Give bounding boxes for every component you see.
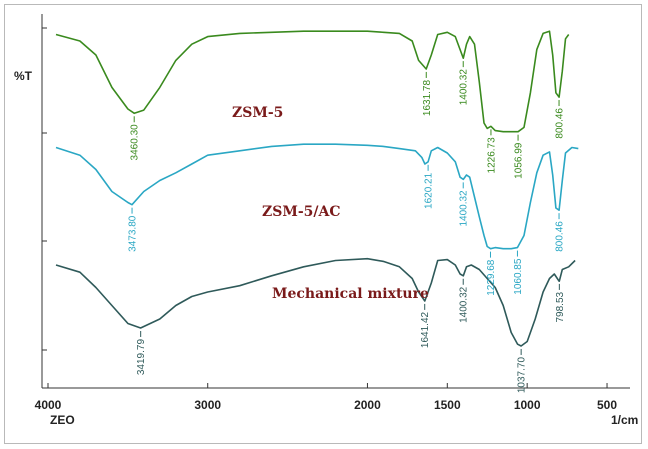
- peak-label: 1037.70: [517, 357, 528, 394]
- chart-frame: [4, 4, 642, 444]
- text-labels: 4000 3000 2000 1500 1000 500 %T ZEO 1/cm ZSM-5 346…: [14, 61, 638, 427]
- peak-label: 1631.78: [422, 80, 433, 117]
- series-line-zsm-5-ac: [55, 143, 579, 250]
- y-axis-label: %T: [14, 69, 33, 83]
- peak-label: 3473.80: [128, 215, 139, 252]
- x-tick-label: 1000: [514, 398, 541, 412]
- peak-label: 1620.21: [424, 172, 435, 209]
- peak-label: 1056.99: [514, 142, 525, 179]
- axes: [41, 14, 630, 389]
- x-axis-unit-label: 1/cm: [611, 413, 638, 427]
- peak-label: 3460.30: [130, 124, 141, 161]
- x-tick-label: 2000: [354, 398, 381, 412]
- peak-label: 1060.85: [513, 258, 524, 295]
- peak-label: 1400.32: [459, 69, 470, 106]
- series-name-mechanical-mixture: Mechanical mixture: [272, 286, 429, 302]
- peak-label: 1226.73: [486, 137, 497, 174]
- peak-label: 800.46: [555, 108, 566, 139]
- peak-label: 1641.42: [420, 311, 431, 348]
- x-tick-label: 4000: [35, 398, 62, 412]
- peak-label: 1229.68: [486, 259, 497, 296]
- peak-label: 3419.79: [136, 339, 147, 376]
- series-line-mechanical-mixture: [55, 257, 576, 347]
- series-layer: [55, 30, 579, 347]
- peak-label: 800.46: [555, 221, 566, 252]
- series-name-zsm-5-ac: ZSM-5/AC: [262, 204, 341, 220]
- series-line-zsm-5: [55, 30, 570, 133]
- series-name-zsm-5: ZSM-5: [232, 105, 283, 121]
- tick-marks: [42, 27, 608, 388]
- peak-label: 798.53: [555, 291, 566, 322]
- x-tick-label: 3000: [194, 398, 221, 412]
- peak-label: 1400.32: [459, 286, 470, 323]
- peak-label: 1400.32: [459, 190, 470, 227]
- x-tick-label: 500: [597, 398, 617, 412]
- x-tick-label: 1500: [434, 398, 461, 412]
- x-axis-left-label: ZEO: [50, 413, 75, 427]
